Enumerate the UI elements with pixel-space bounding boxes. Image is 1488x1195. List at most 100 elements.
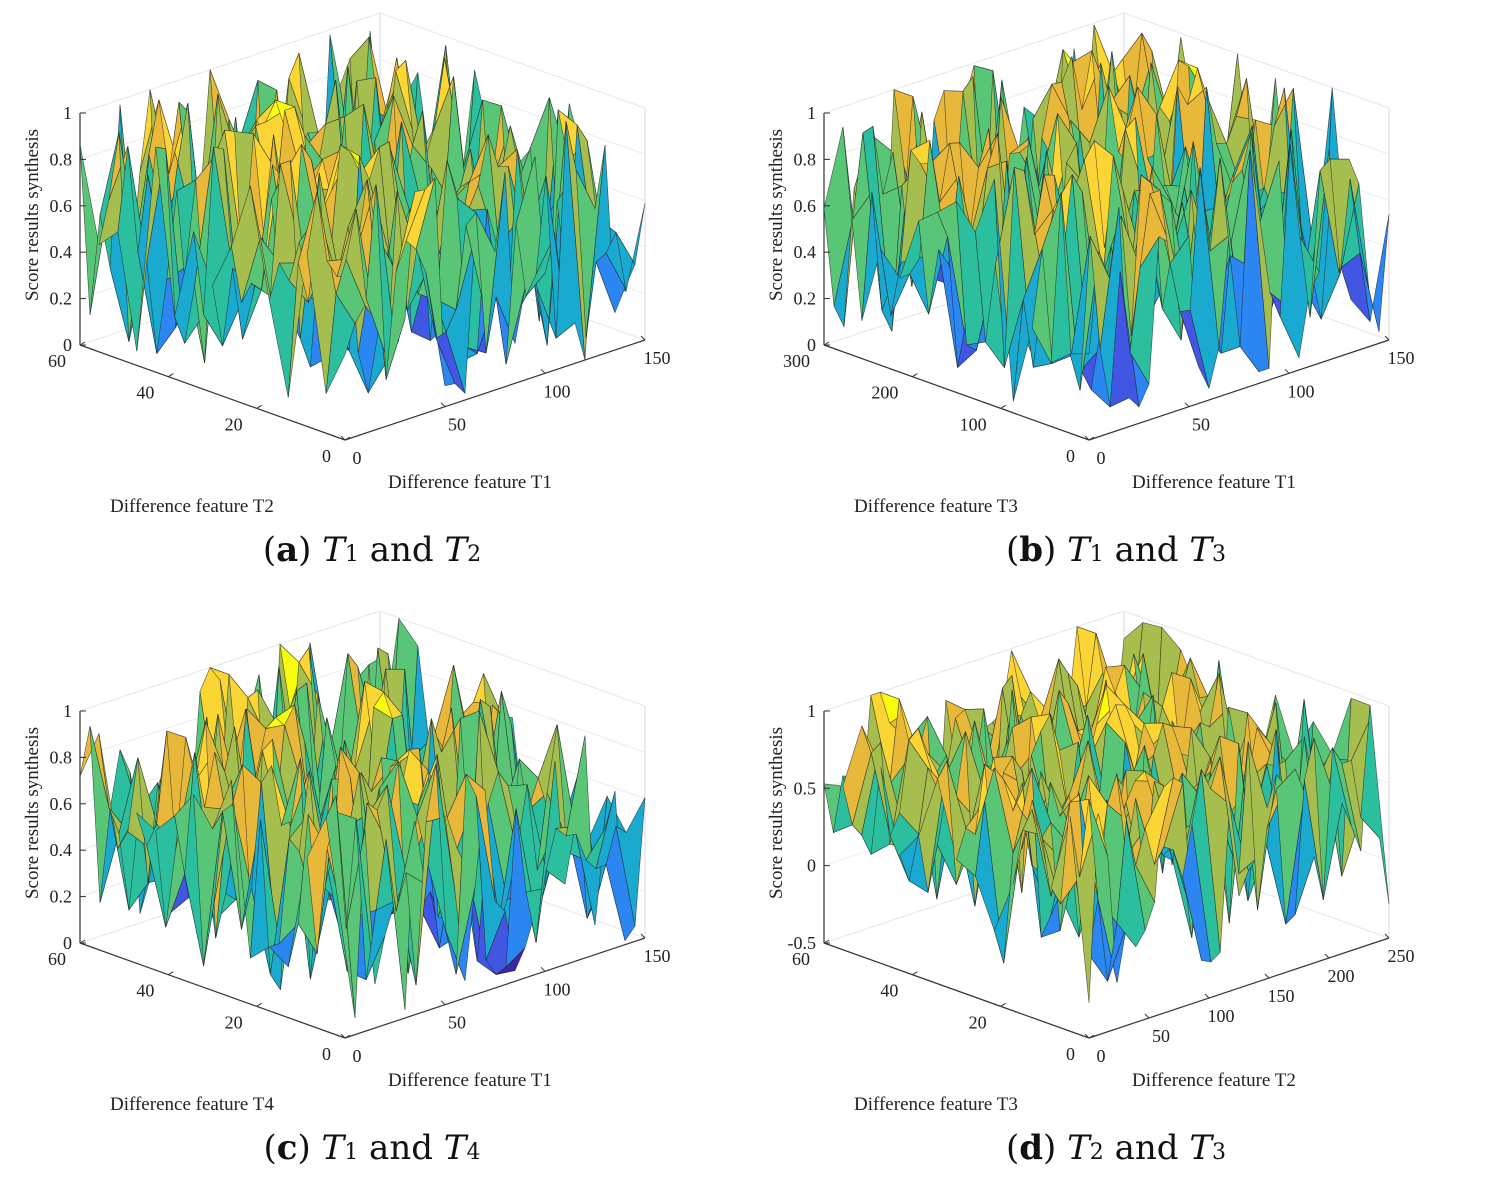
- x-tick-label: 150: [644, 348, 671, 368]
- y-axis-line: [823, 942, 1090, 1039]
- y-tick-label: 0: [322, 1044, 331, 1064]
- x-axis-line: [1088, 339, 1390, 441]
- x-tick-mark: [1284, 368, 1290, 374]
- y-tick-label: 20: [225, 1012, 243, 1032]
- y-tick-label: 40: [136, 981, 154, 1001]
- z-tick-label: 1: [63, 701, 72, 721]
- y-tick-mark: [168, 373, 174, 378]
- z-tick-label: 0.8: [794, 149, 817, 169]
- x-axis-line: [1088, 937, 1390, 1039]
- z-tick-label: 0: [807, 856, 816, 876]
- panel-c: 0 0.2 0.4 0.6 0.8 1 0 50 100 150 0 20 40 60 Score resu…: [0, 598, 744, 1195]
- y-axis-label: Difference feature T2: [110, 496, 274, 517]
- y-tick-mark: [344, 436, 351, 441]
- y-axis-label: Difference feature T3: [854, 496, 1018, 517]
- z-tick-label: 0.6: [50, 794, 73, 814]
- x-tick-mark: [1324, 953, 1330, 959]
- y-tick-label: 60: [48, 949, 66, 969]
- y-tick-mark: [256, 404, 262, 409]
- x-tick-mark: [1144, 1013, 1150, 1019]
- y-tick-label: 300: [783, 351, 810, 371]
- x-tick-label: 50: [448, 1013, 466, 1033]
- z-tick-label: 0.8: [50, 747, 73, 767]
- z-axis-label: Score results synthesis: [22, 727, 43, 899]
- y-tick-label: 40: [880, 981, 898, 1001]
- z-tick-label: 0: [63, 335, 72, 355]
- surface-face: [1360, 705, 1390, 904]
- x-tick-label: 0: [1097, 448, 1106, 468]
- caption-c: (c) T1 and T4: [263, 1128, 481, 1168]
- y-axis-line: [79, 942, 346, 1039]
- gridline: [823, 610, 1390, 712]
- x-tick-mark: [640, 933, 646, 939]
- y-tick-label: 0: [1066, 446, 1075, 466]
- x-tick-label: 150: [1388, 348, 1415, 368]
- z-axis-label: Score results synthesis: [766, 727, 787, 899]
- x-tick-label: 100: [1288, 381, 1315, 401]
- x-tick-mark: [1084, 435, 1090, 441]
- y-axis-label: Difference feature T3: [854, 1094, 1018, 1115]
- x-tick-mark: [340, 435, 346, 441]
- z-tick-label: 1: [807, 103, 816, 123]
- x-axis-line: [344, 937, 646, 1039]
- z-tick-label: 0.6: [794, 196, 817, 216]
- y-tick-label: 60: [792, 949, 810, 969]
- x-axis-label: Difference feature T1: [1132, 472, 1296, 493]
- y-tick-label: 20: [969, 1012, 987, 1032]
- x-tick-label: 100: [544, 979, 571, 999]
- x-tick-label: 50: [448, 415, 466, 435]
- x-tick-mark: [1184, 402, 1190, 408]
- z-tick-label: 1: [63, 103, 72, 123]
- z-tick-label: 0.2: [50, 289, 73, 309]
- x-tick-mark: [1204, 993, 1210, 999]
- y-axis-label: Difference feature T4: [110, 1094, 274, 1115]
- x-axis-label: Difference feature T1: [388, 472, 552, 493]
- z-tick-label: 0.2: [794, 289, 817, 309]
- z-tick-label: 0: [63, 933, 72, 953]
- x-tick-label: 100: [544, 381, 571, 401]
- y-tick-mark: [79, 341, 86, 346]
- gridline: [823, 12, 1390, 114]
- y-tick-mark: [823, 341, 830, 346]
- z-axis-label: Score results synthesis: [22, 129, 43, 301]
- z-tick-label: 1: [807, 701, 816, 721]
- z-tick-label: 0.4: [50, 242, 73, 262]
- z-tick-label: 0.8: [50, 149, 73, 169]
- y-tick-mark: [1088, 1034, 1095, 1039]
- y-tick-label: 100: [960, 414, 987, 434]
- z-tick-label: 0.5: [794, 778, 817, 798]
- surface-plot-c: 0 0.2 0.4 0.6 0.8 1 0 50 100 150 0 20 40 60 Score resu…: [22, 610, 671, 1115]
- x-tick-mark: [440, 1000, 446, 1006]
- y-tick-mark: [344, 1034, 351, 1039]
- panel-b: 0 0.2 0.4 0.6 0.8 1 0 50 100 150 0 100 200 300 Score r…: [744, 0, 1488, 597]
- surface-plot-a: 0 0.2 0.4 0.6 0.8 1 0 50 100 150 0 20 40 60 Score resu…: [22, 12, 671, 517]
- x-tick-mark: [640, 335, 646, 341]
- x-tick-label: 200: [1328, 966, 1355, 986]
- y-tick-mark: [912, 971, 918, 976]
- gridline: [79, 610, 646, 712]
- x-tick-label: 0: [353, 1046, 362, 1066]
- z-tick-label: 0.6: [50, 196, 73, 216]
- caption-a: (a) T1 and T2: [262, 530, 482, 570]
- y-tick-label: 40: [136, 383, 154, 403]
- gridline: [79, 12, 646, 114]
- z-tick-label: 0.4: [50, 840, 73, 860]
- x-tick-label: 0: [353, 448, 362, 468]
- z-tick-label: 0: [807, 335, 816, 355]
- y-tick-mark: [1088, 436, 1095, 441]
- x-axis-label: Difference feature T1: [388, 1070, 552, 1091]
- x-tick-mark: [340, 1033, 346, 1039]
- z-tick-label: 0.4: [794, 242, 817, 262]
- x-tick-label: 150: [644, 946, 671, 966]
- surface-face: [1359, 214, 1390, 332]
- x-axis-line: [344, 339, 646, 441]
- panel-a: 0 0.2 0.4 0.6 0.8 1 0 50 100 150 0 20 40 60 Score resu…: [0, 0, 744, 597]
- y-tick-label: 200: [871, 383, 898, 403]
- x-tick-label: 0: [1097, 1046, 1106, 1066]
- panel-d: -0.5 0 0.5 1 0 50 100 150 200 250 0 20 40 60 Score res…: [744, 598, 1488, 1195]
- x-tick-label: 250: [1388, 946, 1415, 966]
- z-tick-label: 0.2: [50, 887, 73, 907]
- x-tick-mark: [440, 402, 446, 408]
- x-tick-mark: [1384, 335, 1390, 341]
- y-tick-mark: [1000, 404, 1006, 409]
